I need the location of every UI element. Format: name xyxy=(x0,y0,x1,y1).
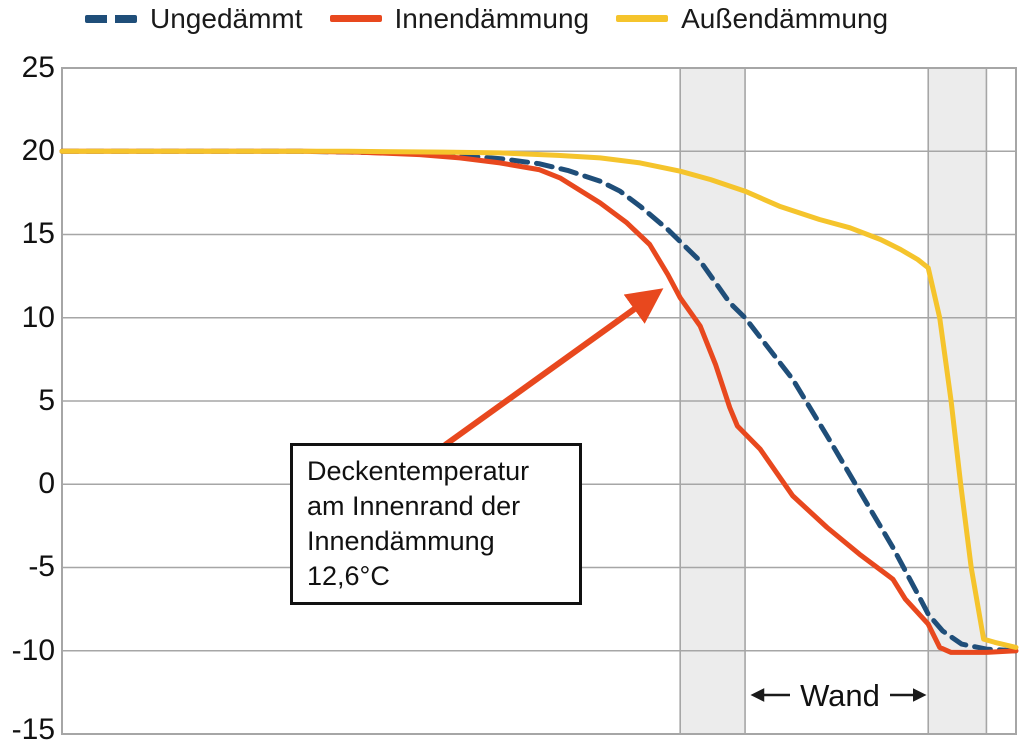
y-axis-tick-label: -10 xyxy=(11,634,55,667)
y-axis-tick-label: 20 xyxy=(21,134,55,167)
wall-label: Wand xyxy=(800,678,880,713)
y-axis-tick-label: -15 xyxy=(11,713,55,745)
legend-item-innendaemmung: Innendämmung xyxy=(329,2,590,35)
legend-label: Ungedämmt xyxy=(150,2,303,34)
chart-legend: Ungedämmt Innendämmung Außendämmung xyxy=(85,0,888,37)
legend-item-aussendaemmung: Außendämmung xyxy=(616,3,888,35)
legend-item-ungedaemmt: Ungedämmt xyxy=(85,3,303,35)
y-axis-tick-label: 5 xyxy=(38,384,55,417)
y-axis-tick-label: 0 xyxy=(38,467,55,500)
solid-line-swatch-icon xyxy=(329,15,382,22)
y-axis-tick-label: -5 xyxy=(28,550,55,583)
y-axis-tick-label: 10 xyxy=(21,301,55,334)
y-axis-tick-label: 15 xyxy=(21,217,55,250)
annotation-line: Innendämmung xyxy=(307,526,495,556)
legend-label: Außendämmung xyxy=(681,2,889,34)
annotation-line: Deckentemperatur xyxy=(307,456,530,486)
legend-label: Innendämmung xyxy=(394,2,590,34)
annotation-line: am Innenrand der xyxy=(307,491,521,521)
y-axis-tick-label: 25 xyxy=(21,51,55,84)
annotation-box: Deckentemperatur am Innenrand der Innend… xyxy=(290,443,582,605)
solid-line-swatch-icon xyxy=(616,15,669,22)
annotation-line: 12,6°C xyxy=(307,561,390,591)
dashed-line-swatch-icon xyxy=(85,14,137,23)
